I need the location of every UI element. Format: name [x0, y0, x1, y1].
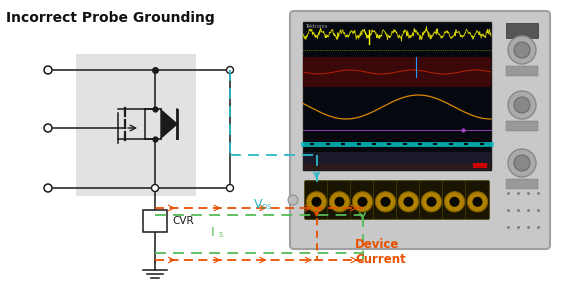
Circle shape: [44, 66, 52, 74]
Circle shape: [398, 192, 419, 212]
Bar: [143, 210, 167, 232]
Bar: [303, 152, 491, 164]
FancyBboxPatch shape: [397, 180, 421, 220]
Circle shape: [508, 91, 536, 119]
Circle shape: [514, 42, 530, 58]
Circle shape: [226, 67, 234, 74]
FancyBboxPatch shape: [290, 11, 550, 249]
Text: Tektronix: Tektronix: [305, 24, 327, 29]
Bar: [506, 179, 538, 189]
Bar: [506, 23, 538, 38]
FancyBboxPatch shape: [465, 180, 489, 220]
Bar: [506, 121, 538, 131]
Circle shape: [445, 192, 465, 212]
FancyBboxPatch shape: [328, 180, 351, 220]
Text: $\mathregular{V}$: $\mathregular{V}$: [253, 198, 264, 211]
Circle shape: [358, 197, 367, 207]
Text: CVR: CVR: [172, 216, 194, 226]
Circle shape: [375, 192, 395, 212]
Text: $\mathregular{_S}$: $\mathregular{_S}$: [218, 230, 224, 240]
Circle shape: [307, 192, 327, 212]
Circle shape: [426, 197, 437, 207]
Circle shape: [44, 184, 52, 192]
Circle shape: [335, 197, 344, 207]
FancyBboxPatch shape: [419, 180, 444, 220]
Circle shape: [508, 36, 536, 64]
Bar: [303, 22, 491, 170]
Circle shape: [508, 149, 536, 177]
Bar: [473, 163, 487, 168]
Circle shape: [514, 155, 530, 171]
Circle shape: [288, 195, 298, 205]
FancyBboxPatch shape: [374, 180, 398, 220]
Polygon shape: [161, 110, 177, 138]
Circle shape: [514, 97, 530, 113]
FancyBboxPatch shape: [304, 180, 328, 220]
Circle shape: [449, 197, 460, 207]
Circle shape: [380, 197, 391, 207]
Text: Device
Current: Device Current: [355, 238, 406, 266]
Text: $\mathregular{_{DS}}$: $\mathregular{_{DS}}$: [261, 202, 272, 212]
Circle shape: [44, 124, 52, 132]
Circle shape: [403, 197, 414, 207]
Circle shape: [226, 185, 234, 192]
Circle shape: [468, 192, 488, 212]
Bar: [76, 54, 196, 196]
Circle shape: [352, 192, 372, 212]
Bar: [303, 57, 491, 87]
FancyBboxPatch shape: [351, 180, 375, 220]
Circle shape: [421, 192, 442, 212]
Circle shape: [473, 197, 482, 207]
Circle shape: [329, 192, 350, 212]
FancyBboxPatch shape: [442, 180, 466, 220]
Circle shape: [151, 185, 159, 192]
Text: Incorrect Probe Grounding: Incorrect Probe Grounding: [6, 11, 215, 25]
Bar: [506, 66, 538, 76]
Bar: [303, 164, 491, 170]
Circle shape: [312, 197, 321, 207]
Text: $\mathregular{I}$: $\mathregular{I}$: [210, 226, 214, 239]
